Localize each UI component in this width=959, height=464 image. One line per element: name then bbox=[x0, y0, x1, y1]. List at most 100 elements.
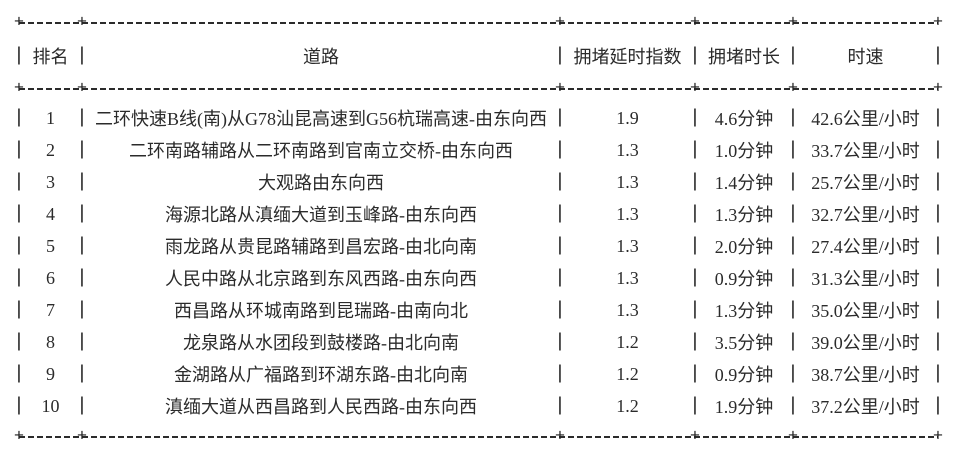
column-separator-glyph: | bbox=[787, 394, 799, 417]
congestion-duration-cell: 4.6分钟 bbox=[714, 109, 774, 129]
column-separator-glyph: | bbox=[787, 106, 799, 129]
column-separator-glyph: | bbox=[689, 266, 701, 289]
column-separator-glyph: | bbox=[689, 234, 701, 257]
column-separator-glyph: | bbox=[13, 138, 25, 161]
delay-index-cell: 1.3 bbox=[616, 171, 639, 192]
delay-index-cell: 1.3 bbox=[616, 203, 639, 224]
column-separator-glyph: | bbox=[932, 170, 944, 193]
dashed-border-line bbox=[19, 22, 938, 24]
column-separator-glyph: | bbox=[13, 298, 25, 321]
table-row: 8 龙泉路从水团段到鼓楼路-由北向南 1.2 3.5分钟 39.0公里/小时 | | | | | | bbox=[13, 326, 943, 358]
border-cross-glyph: + bbox=[932, 13, 944, 33]
column-separator-glyph: | bbox=[689, 138, 701, 161]
column-separator-glyph: | bbox=[76, 234, 88, 257]
table-row: 4 海源北路从滇缅大道到玉峰路-由东向西 1.3 1.3分钟 32.7公里/小时 | | | |… bbox=[13, 198, 943, 230]
column-separator-glyph: | bbox=[932, 106, 944, 129]
rank-cell: 3 bbox=[46, 171, 55, 192]
table-row: 10 滇缅大道从西昌路到人民西路-由东向西 1.2 1.9分钟 37.2公里/小时 | | |… bbox=[13, 390, 943, 422]
road-cell: 雨龙路从贵昆路辅路到昌宏路-由北向南 bbox=[165, 237, 477, 257]
column-separator-glyph: | bbox=[932, 330, 944, 353]
border-cross-glyph: + bbox=[787, 79, 799, 99]
column-separator-glyph: | bbox=[787, 138, 799, 161]
road-cell: 二环快速B线(南)从G78汕昆高速到G56杭瑞高速-由东向西 bbox=[95, 109, 547, 129]
congestion-table: + + + + + + 排名 道路 拥堵延时指数 拥堵时长 时速 | | | | | | + + + + + +1 二环快速B… bbox=[13, 13, 943, 447]
congestion-duration-cell: 2.0分钟 bbox=[714, 237, 774, 257]
column-separator-glyph: | bbox=[13, 394, 25, 417]
table-row: 1 二环快速B线(南)从G78汕昆高速到G56杭瑞高速-由东向西 1.9 4.6分钟 4… bbox=[13, 102, 943, 134]
table-row: 2 二环南路辅路从二环南路到官南立交桥-由东向西 1.3 1.0分钟 33.7公里/小时… bbox=[13, 134, 943, 166]
column-separator-glyph: | bbox=[689, 44, 701, 67]
border-cross-glyph: + bbox=[932, 79, 944, 99]
column-separator-glyph: | bbox=[554, 106, 566, 129]
delay-index-cell: 1.2 bbox=[616, 395, 639, 416]
rank-cell: 5 bbox=[46, 235, 55, 256]
delay-index-cell: 1.2 bbox=[616, 363, 639, 384]
table-row: 9 金湖路从广福路到环湖东路-由北向南 1.2 0.9分钟 38.7公里/小时 | | | | |… bbox=[13, 358, 943, 390]
column-separator-glyph: | bbox=[13, 234, 25, 257]
road-cell: 人民中路从北京路到东风西路-由东向西 bbox=[165, 269, 477, 289]
table-border-bottom: + + + + + + bbox=[14, 427, 943, 447]
table-header-separator: + + + + + + bbox=[14, 79, 943, 99]
congestion-duration-cell: 0.9分钟 bbox=[714, 365, 774, 385]
delay-index-cell: 1.3 bbox=[616, 235, 639, 256]
border-cross-glyph: + bbox=[13, 427, 25, 447]
column-separator-glyph: | bbox=[787, 298, 799, 321]
congestion-duration-cell: 1.0分钟 bbox=[714, 141, 774, 161]
border-cross-glyph: + bbox=[932, 427, 944, 447]
column-separator-glyph: | bbox=[932, 266, 944, 289]
speed-cell: 35.0公里/小时 bbox=[811, 301, 920, 321]
border-cross-glyph: + bbox=[787, 13, 799, 33]
congestion-duration-cell: 3.5分钟 bbox=[714, 333, 774, 353]
border-cross-glyph: + bbox=[76, 427, 88, 447]
column-separator-glyph: | bbox=[689, 202, 701, 225]
rank-cell: 6 bbox=[46, 267, 55, 288]
road-cell: 西昌路从环城南路到昆瑞路-由南向北 bbox=[174, 301, 468, 321]
column-separator-glyph: | bbox=[76, 362, 88, 385]
table-border-top: + + + + + + bbox=[14, 13, 943, 33]
road-cell: 海源北路从滇缅大道到玉峰路-由东向西 bbox=[165, 205, 477, 225]
delay-index-cell: 1.2 bbox=[616, 331, 639, 352]
column-separator-glyph: | bbox=[932, 394, 944, 417]
column-separator-glyph: | bbox=[932, 298, 944, 321]
column-separator-glyph: | bbox=[554, 138, 566, 161]
column-separator-glyph: | bbox=[787, 362, 799, 385]
rank-cell: 7 bbox=[46, 299, 55, 320]
dashed-border-line bbox=[19, 436, 938, 438]
column-separator-glyph: | bbox=[76, 170, 88, 193]
speed-cell: 27.4公里/小时 bbox=[811, 237, 920, 257]
column-separator-glyph: | bbox=[76, 330, 88, 353]
column-separator-glyph: | bbox=[554, 330, 566, 353]
column-separator-glyph: | bbox=[76, 266, 88, 289]
road-cell: 金湖路从广福路到环湖东路-由北向南 bbox=[174, 365, 468, 385]
speed-cell: 25.7公里/小时 bbox=[811, 173, 920, 193]
road-cell: 龙泉路从水团段到鼓楼路-由北向南 bbox=[183, 333, 459, 353]
column-separator-glyph: | bbox=[932, 138, 944, 161]
column-header-congestion-duration: 拥堵时长 bbox=[708, 47, 780, 67]
table-row: 7 西昌路从环城南路到昆瑞路-由南向北 1.3 1.3分钟 35.0公里/小时 | | | | |… bbox=[13, 294, 943, 326]
speed-cell: 42.6公里/小时 bbox=[811, 109, 920, 129]
table-row: 5 雨龙路从贵昆路辅路到昌宏路-由北向南 1.3 2.0分钟 27.4公里/小时 | | | |… bbox=[13, 230, 943, 262]
column-separator-glyph: | bbox=[554, 298, 566, 321]
congestion-duration-cell: 1.3分钟 bbox=[714, 301, 774, 321]
rank-cell: 8 bbox=[46, 331, 55, 352]
column-header-speed: 时速 bbox=[847, 47, 884, 67]
dashed-border-line bbox=[19, 88, 938, 90]
column-separator-glyph: | bbox=[554, 362, 566, 385]
delay-index-cell: 1.3 bbox=[616, 267, 639, 288]
column-separator-glyph: | bbox=[76, 298, 88, 321]
border-cross-glyph: + bbox=[554, 13, 566, 33]
column-separator-glyph: | bbox=[932, 362, 944, 385]
column-separator-glyph: | bbox=[13, 170, 25, 193]
border-cross-glyph: + bbox=[13, 13, 25, 33]
column-separator-glyph: | bbox=[689, 394, 701, 417]
column-separator-glyph: | bbox=[76, 202, 88, 225]
column-separator-glyph: | bbox=[689, 330, 701, 353]
column-separator-glyph: | bbox=[554, 266, 566, 289]
border-cross-glyph: + bbox=[554, 79, 566, 99]
column-separator-glyph: | bbox=[787, 202, 799, 225]
column-separator-glyph: | bbox=[13, 202, 25, 225]
column-separator-glyph: | bbox=[76, 106, 88, 129]
column-separator-glyph: | bbox=[13, 106, 25, 129]
speed-cell: 33.7公里/小时 bbox=[811, 141, 920, 161]
